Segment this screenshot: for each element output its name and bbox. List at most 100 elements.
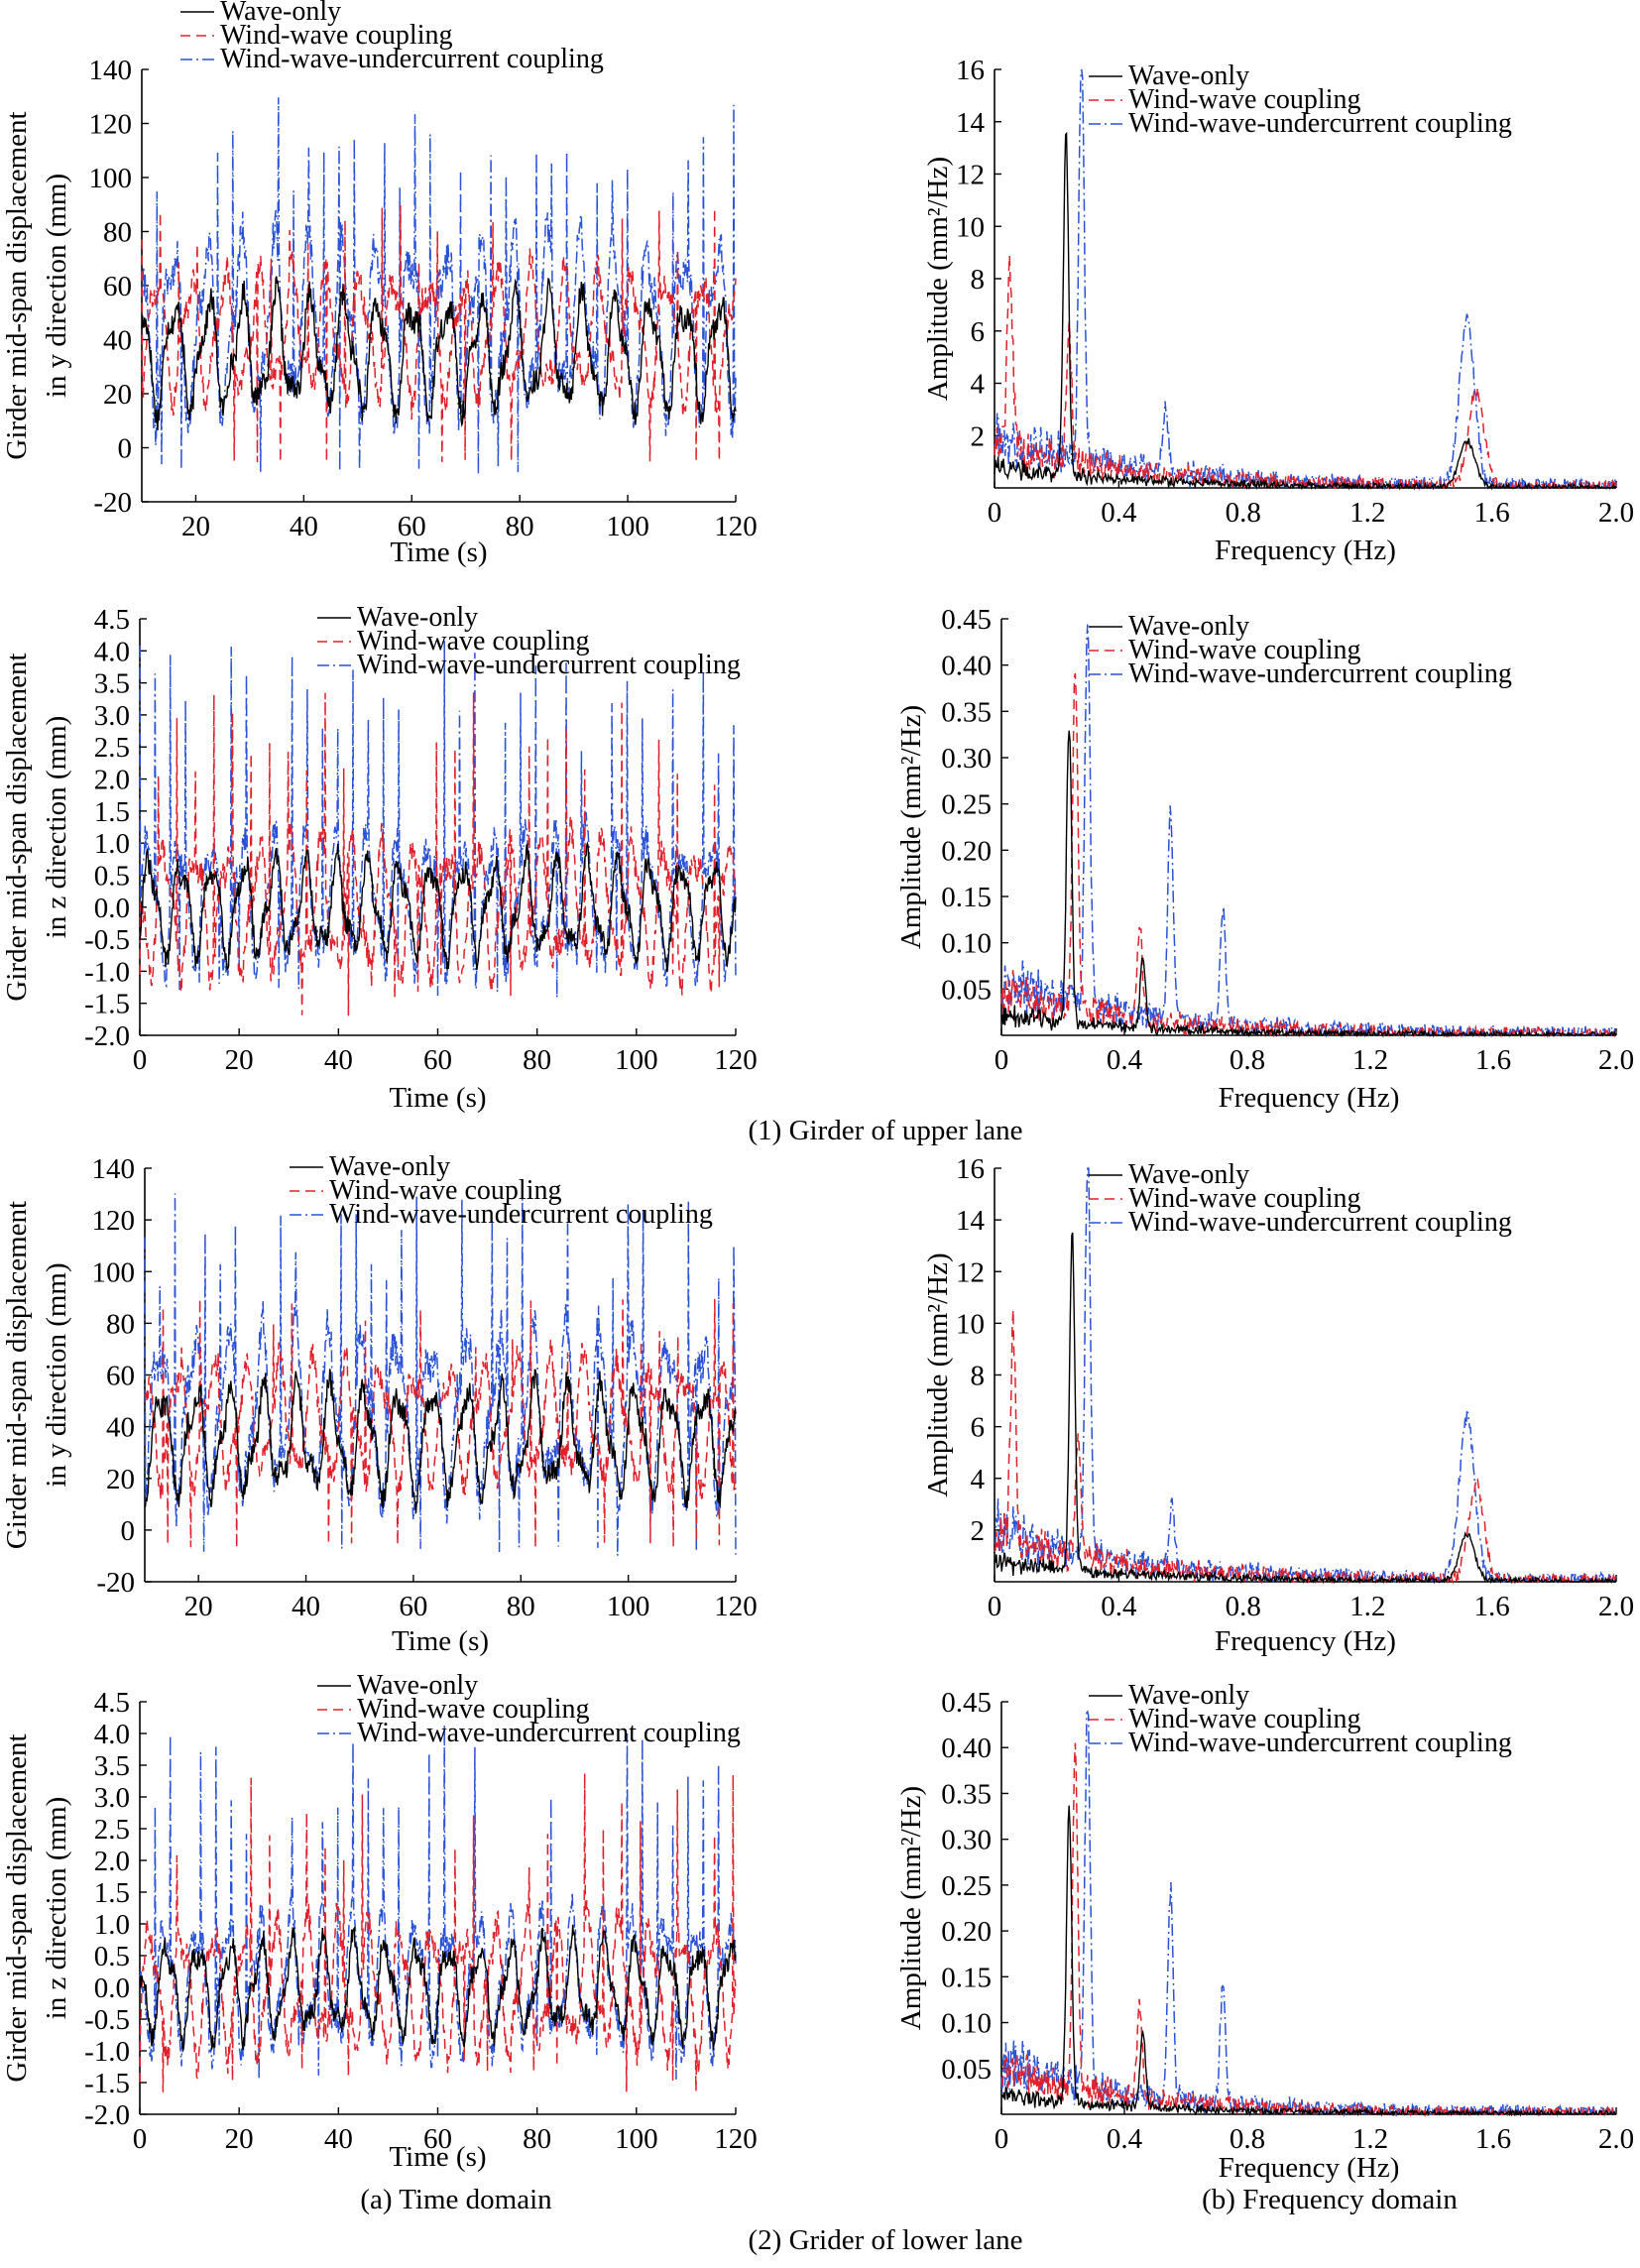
x-tick-label: 80	[523, 2123, 551, 2155]
y-tick-label: 4.5	[94, 604, 130, 636]
x-tick-label: 0.8	[1226, 497, 1261, 529]
x-axis-label: Time (s)	[389, 2141, 486, 2173]
x-axis-label: Frequency (Hz)	[1219, 1082, 1400, 1114]
y-tick-label: 120	[89, 109, 133, 141]
y-tick-label: 6	[971, 1412, 986, 1444]
legend-label-wind: Wind-wave coupling	[1128, 1183, 1360, 1214]
x-tick-label: 0.8	[1226, 1591, 1261, 1622]
y-tick-label: 40	[103, 325, 132, 357]
legend-label-wind: Wind-wave coupling	[329, 1175, 561, 1206]
y-tick-label: 2	[971, 420, 986, 452]
x-tick-label: 120	[714, 511, 758, 542]
y-axis-label: Girder mid-span displacement	[1, 1201, 33, 1549]
chart-upper-z-time: -2.0-1.5-1.0-0.50.00.51.01.52.02.53.03.5…	[1, 602, 758, 1114]
y-tick-label: 10	[956, 1308, 985, 1340]
x-tick-label: 0.8	[1230, 2123, 1265, 2155]
x-axis-label: Frequency (Hz)	[1215, 535, 1396, 566]
legend-label-wave: Wave-only	[1128, 60, 1249, 91]
x-tick-label: 40	[324, 2123, 353, 2155]
x-tick-label: 60	[423, 2123, 452, 2155]
x-tick-label: 80	[507, 1591, 535, 1622]
x-tick-label: 80	[523, 1044, 551, 1076]
x-axis-label: Time (s)	[390, 537, 487, 568]
y-axis-label: Amplitude (mm²/Hz)	[922, 1253, 954, 1496]
y-tick-label: 0.30	[941, 1825, 992, 1856]
y-tick-label: -20	[96, 1567, 135, 1599]
x-tick-label: 0.4	[1107, 2123, 1143, 2155]
chart-lower-z-time: -2.0-1.5-1.0-0.50.00.51.01.52.02.53.03.5…	[1, 1670, 758, 2173]
y-tick-label: -1.0	[84, 956, 130, 988]
y-tick-label: 2.5	[94, 1814, 130, 1846]
y-tick-label: 4.0	[94, 1719, 130, 1750]
y-tick-label: 14	[956, 107, 986, 139]
y-tick-label: 100	[89, 163, 133, 194]
x-tick-label: 40	[324, 1044, 353, 1076]
y-tick-label: 0.5	[94, 860, 130, 892]
legend-label-undercurrent: Wind-wave-undercurrent coupling	[357, 650, 741, 680]
x-tick-label: 60	[398, 511, 426, 542]
legend-label-undercurrent: Wind-wave-undercurrent coupling	[1128, 1207, 1512, 1238]
series-line-wave	[1000, 730, 1617, 1038]
y-tick-label: 16	[956, 1153, 985, 1185]
x-tick-label: 2.0	[1598, 2123, 1634, 2155]
y-tick-label: 10	[956, 211, 985, 243]
chart-lower-y-time: -20 0 20 40 60 80 100 120 140 20 40 60 80 100 120 Time …	[1, 1151, 758, 1657]
y-axis-label: Amplitude (mm²/Hz)	[895, 705, 927, 949]
legend-label-wave: Wave-only	[357, 1670, 478, 1701]
x-tick-label: 2.0	[1598, 1591, 1634, 1622]
y-tick-label: 14	[956, 1205, 986, 1237]
x-axis-label: Time (s)	[392, 1625, 489, 1657]
y-tick-label: 0.05	[941, 2054, 992, 2086]
y-tick-label: 1.5	[94, 1877, 130, 1909]
y-tick-label: 0.30	[941, 743, 992, 775]
y-tick-label: 3.5	[94, 668, 130, 700]
y-tick-label: 3.0	[94, 1782, 130, 1814]
series-line-wind	[139, 692, 737, 1016]
y-tick-label: -0.5	[84, 2004, 130, 2036]
legend-label-wave: Wave-only	[1128, 611, 1249, 642]
y-tick-label: 0.15	[941, 1962, 992, 1993]
x-tick-label: 100	[615, 2123, 658, 2155]
legend-label-wind: Wind-wave coupling	[1128, 1704, 1360, 1734]
y-tick-label: 80	[106, 1308, 135, 1340]
series-line-undercurrent	[141, 97, 737, 475]
x-tick-label: 120	[714, 2123, 758, 2155]
x-tick-label: 20	[184, 1591, 213, 1622]
x-tick-label: 0	[133, 1044, 148, 1076]
y-tick-label: 0.20	[941, 1916, 992, 1948]
y-axis-label: in y direction (mm)	[41, 174, 72, 398]
x-tick-label: 1.6	[1475, 2123, 1511, 2155]
x-tick-label: 100	[615, 1044, 658, 1076]
x-tick-label: 1.6	[1473, 497, 1509, 529]
y-axis-label: Amplitude (mm²/Hz)	[922, 157, 954, 401]
x-tick-label: 1.6	[1475, 1044, 1511, 1076]
y-tick-label: 60	[103, 271, 132, 302]
x-tick-label: 0	[988, 1591, 1002, 1622]
y-tick-label: 2.5	[94, 732, 130, 764]
y-tick-label: -1.0	[84, 2036, 130, 2068]
y-tick-label: 0	[118, 433, 133, 465]
y-axis-label: in y direction (mm)	[41, 1262, 72, 1487]
chart-lower-z-freq: 0.05 0.10 0.15 0.20 0.25 0.30 0.35 0.40 0.45 0 0.4…	[895, 1680, 1634, 2184]
x-tick-label: 0	[995, 2123, 1009, 2155]
y-tick-label: 12	[956, 160, 985, 191]
y-tick-label: 0.45	[941, 1687, 992, 1719]
x-tick-label: 100	[606, 511, 649, 542]
series-line-wind	[994, 1309, 1617, 1585]
x-tick-label: 100	[607, 1591, 650, 1622]
y-tick-label: 140	[92, 1153, 136, 1185]
y-tick-label: 0.45	[941, 604, 992, 636]
y-tick-label: 8	[971, 264, 986, 296]
x-axis-label: Frequency (Hz)	[1219, 2152, 1400, 2184]
legend-label-wind: Wind-wave coupling	[1128, 84, 1360, 115]
y-axis-label: Girder mid-span displacement	[1, 1733, 33, 2082]
y-tick-label: 6	[971, 316, 986, 348]
legend-label-wave: Wave-only	[329, 1151, 450, 1182]
y-tick-label: 16	[956, 55, 985, 86]
x-tick-label: 0	[995, 1044, 1009, 1076]
y-axis-label: Girder mid-span displacement	[1, 111, 33, 459]
series-line-wave	[1000, 1805, 1617, 2117]
x-tick-label: 1.2	[1352, 2123, 1388, 2155]
